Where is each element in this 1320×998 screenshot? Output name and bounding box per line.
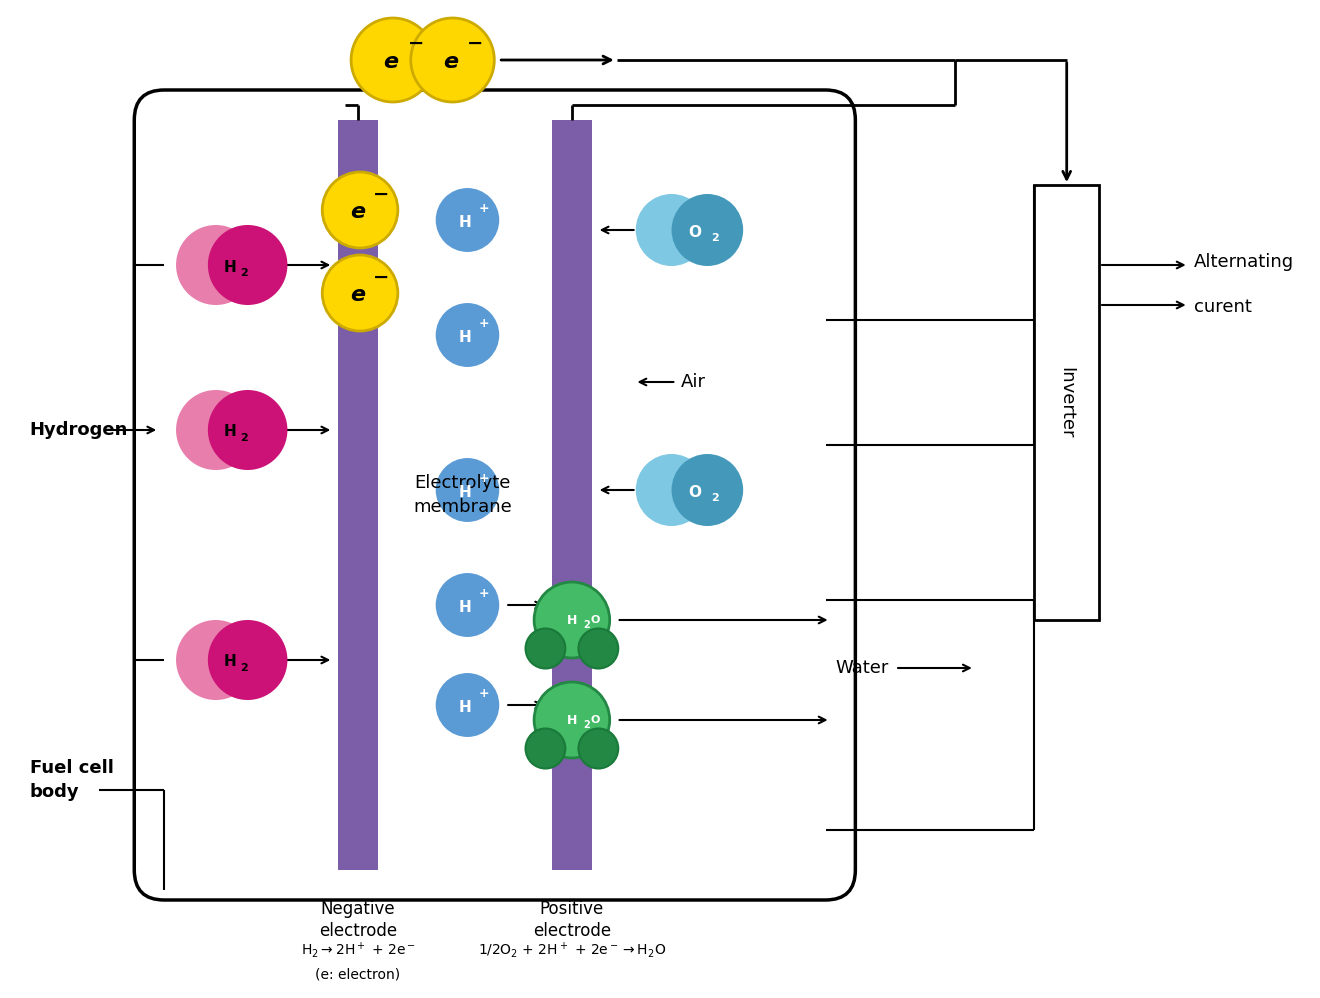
Bar bbox=[1035, 185, 1100, 620]
Bar bbox=[552, 120, 591, 870]
FancyBboxPatch shape bbox=[135, 90, 855, 900]
Text: H: H bbox=[223, 259, 236, 274]
Text: e: e bbox=[383, 52, 399, 72]
Circle shape bbox=[351, 18, 434, 102]
Text: Positive
electrode: Positive electrode bbox=[533, 900, 611, 940]
Circle shape bbox=[207, 390, 288, 470]
Circle shape bbox=[636, 454, 708, 526]
Text: H: H bbox=[223, 655, 236, 670]
Circle shape bbox=[434, 457, 500, 523]
Text: H$_2$$\rightarrow$2H$^+$ + 2e$^-$: H$_2$$\rightarrow$2H$^+$ + 2e$^-$ bbox=[301, 940, 416, 960]
Text: 1/2O$_2$ + 2H$^+$ + 2e$^-$$\rightarrow$H$_2$O: 1/2O$_2$ + 2H$^+$ + 2e$^-$$\rightarrow$H… bbox=[478, 940, 667, 960]
Text: e: e bbox=[351, 202, 366, 222]
Text: e: e bbox=[351, 285, 366, 305]
Text: (e: electron): (e: electron) bbox=[315, 968, 400, 982]
Circle shape bbox=[525, 729, 565, 768]
Text: 2: 2 bbox=[710, 493, 718, 503]
Circle shape bbox=[578, 729, 618, 768]
Text: 2: 2 bbox=[583, 620, 590, 630]
Text: Water: Water bbox=[836, 659, 888, 677]
Circle shape bbox=[434, 672, 500, 738]
Circle shape bbox=[525, 629, 565, 669]
Text: −: − bbox=[372, 186, 389, 205]
Circle shape bbox=[207, 620, 288, 700]
Text: 2: 2 bbox=[240, 268, 248, 278]
Text: −: − bbox=[408, 34, 424, 53]
Text: Hydrogen: Hydrogen bbox=[30, 421, 128, 439]
Circle shape bbox=[176, 620, 256, 700]
Text: H: H bbox=[459, 484, 471, 500]
Text: +: + bbox=[479, 472, 490, 485]
Text: H: H bbox=[459, 700, 471, 715]
Circle shape bbox=[176, 225, 256, 305]
Circle shape bbox=[322, 255, 397, 331]
Text: H: H bbox=[566, 714, 577, 727]
Text: O: O bbox=[688, 484, 701, 500]
Text: +: + bbox=[479, 317, 490, 330]
Circle shape bbox=[434, 572, 500, 638]
Circle shape bbox=[322, 172, 397, 248]
Text: H: H bbox=[459, 329, 471, 344]
Text: H: H bbox=[459, 600, 471, 615]
Circle shape bbox=[411, 18, 494, 102]
Text: +: + bbox=[479, 687, 490, 700]
Circle shape bbox=[207, 225, 288, 305]
Circle shape bbox=[176, 390, 256, 470]
Circle shape bbox=[636, 194, 708, 266]
Text: H: H bbox=[223, 424, 236, 439]
Circle shape bbox=[535, 582, 610, 658]
Text: 2: 2 bbox=[240, 663, 248, 673]
Text: H: H bbox=[566, 614, 577, 627]
Text: 2: 2 bbox=[710, 233, 718, 243]
Text: 2: 2 bbox=[583, 720, 590, 730]
Circle shape bbox=[434, 187, 500, 253]
Text: Fuel cell
body: Fuel cell body bbox=[30, 759, 114, 800]
Text: Alternating: Alternating bbox=[1193, 253, 1294, 271]
Text: O: O bbox=[590, 715, 601, 725]
Text: +: + bbox=[479, 587, 490, 600]
Circle shape bbox=[535, 682, 610, 758]
Text: curent: curent bbox=[1193, 298, 1251, 316]
Text: O: O bbox=[688, 225, 701, 240]
Circle shape bbox=[672, 194, 743, 266]
Text: O: O bbox=[590, 615, 601, 625]
Text: 2: 2 bbox=[240, 433, 248, 443]
Text: H: H bbox=[459, 215, 471, 230]
Circle shape bbox=[434, 302, 500, 368]
Text: Electrolyte
membrane: Electrolyte membrane bbox=[413, 474, 512, 516]
Circle shape bbox=[672, 454, 743, 526]
Bar bbox=[338, 120, 378, 870]
Text: −: − bbox=[372, 268, 389, 287]
Text: e: e bbox=[444, 52, 458, 72]
Text: Inverter: Inverter bbox=[1057, 366, 1076, 438]
Text: +: + bbox=[479, 202, 490, 215]
Text: Air: Air bbox=[681, 373, 706, 391]
Text: Negative
electrode: Negative electrode bbox=[319, 900, 397, 940]
Circle shape bbox=[578, 629, 618, 669]
Text: −: − bbox=[467, 34, 483, 53]
